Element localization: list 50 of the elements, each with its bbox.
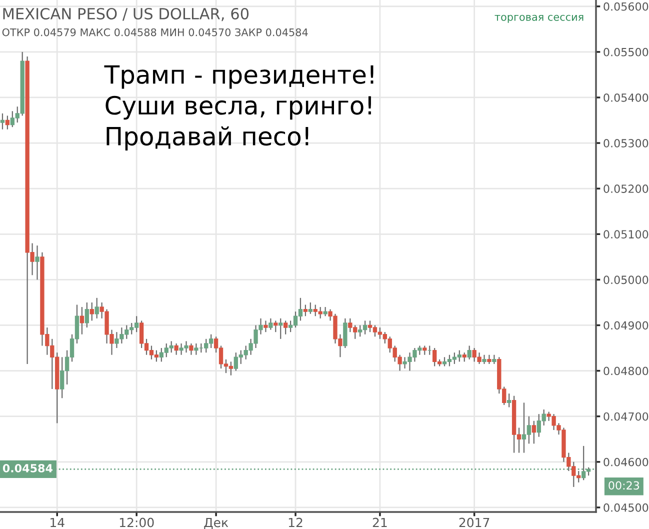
text: ОТКР 0.04579 МАКС 0.04588 МИН 0.04570 ЗАКР 0.04584 — [2, 28, 308, 36]
candlestick — [0, 112, 5, 130]
annotation: Трамп - президенте! Суши весла, гринго! Продавай песо! — [104, 65, 374, 150]
candlestick — [487, 354, 492, 365]
x-tick-label: 14 — [50, 518, 64, 528]
candlestick — [467, 345, 472, 360]
candlestick — [492, 354, 496, 365]
candlestick — [283, 320, 288, 335]
text: 00:23 — [608, 481, 640, 490]
y-tick-label: 0.05500 — [604, 48, 648, 56]
y-tick-label: 0.04500 — [604, 503, 648, 512]
chart-title: MEXICAN PESO / US DOLLAR, 60 — [3, 8, 249, 22]
candlestick — [174, 342, 178, 356]
candlestick — [278, 318, 283, 340]
candlestick — [264, 320, 268, 333]
x-tick-label: 21 — [372, 518, 387, 528]
ref-line-label: 0.04584 — [2, 464, 52, 472]
y-tick-label: 0.05400 — [604, 93, 648, 102]
candlestick — [343, 318, 348, 349]
y-tick-label: 0.05200 — [604, 184, 648, 193]
candlestick — [462, 352, 466, 362]
candlestick — [5, 115, 10, 130]
y-tick-label: 0.05600 — [604, 2, 648, 11]
annotation: торговая сессия — [494, 14, 584, 23]
candlestick — [506, 393, 512, 408]
y-tick-label: 0.04600 — [604, 458, 648, 466]
candlestick — [532, 420, 536, 444]
candlestick — [94, 297, 99, 319]
x-tick-label: 2017 — [459, 518, 490, 528]
candlestick — [80, 306, 84, 335]
candlestick — [189, 342, 194, 356]
candlestick — [84, 302, 90, 328]
candlestick — [35, 244, 40, 280]
candlestick — [422, 345, 427, 356]
candlestick — [90, 302, 94, 322]
candlestick — [303, 304, 308, 317]
y-tick-label: 0.04700 — [604, 412, 648, 421]
y-tick-label: 0.04900 — [604, 321, 648, 330]
y-tick-label: 0.05300 — [604, 139, 648, 148]
candlestick — [308, 302, 313, 314]
candlestick — [268, 318, 273, 330]
y-tick-label: 0.05100 — [604, 230, 648, 239]
y-tick-label: 0.04800 — [604, 366, 648, 376]
candlestick — [274, 320, 278, 333]
candlestick — [323, 306, 328, 317]
x-tick-label: 12:00 — [120, 518, 154, 528]
y-tick-label: 0.05000 — [604, 276, 648, 284]
x-tick-label: Дек — [204, 518, 228, 529]
x-tick-label: 12 — [288, 518, 302, 528]
candlestick — [482, 354, 486, 365]
